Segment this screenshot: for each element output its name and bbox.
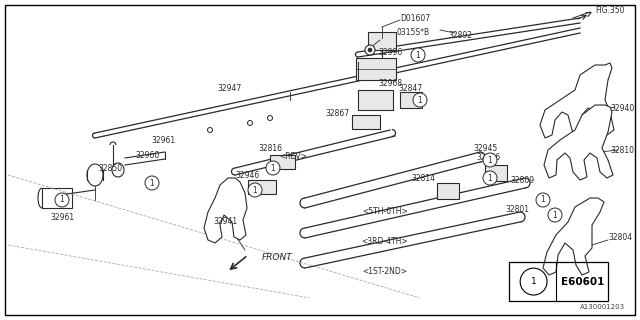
Text: 1: 1 (418, 95, 422, 105)
Text: 32941: 32941 (213, 218, 237, 227)
Text: 32804: 32804 (608, 234, 632, 243)
PathPatch shape (543, 198, 604, 275)
Bar (42, 188, 72, 208)
Text: 32996: 32996 (378, 47, 403, 57)
Text: E60601: E60601 (561, 276, 604, 287)
Circle shape (413, 93, 427, 107)
Text: 32816: 32816 (258, 143, 282, 153)
Bar (270, 155, 295, 169)
Circle shape (55, 193, 69, 207)
Text: 1: 1 (531, 277, 536, 286)
Text: FIG.350: FIG.350 (595, 5, 625, 14)
Text: 32946: 32946 (236, 171, 260, 180)
Text: FRONT: FRONT (262, 253, 292, 262)
Text: <REV>: <REV> (279, 151, 307, 161)
Text: 32940: 32940 (610, 103, 634, 113)
Text: 32801: 32801 (505, 205, 529, 214)
Circle shape (483, 171, 497, 185)
Text: 1: 1 (150, 179, 154, 188)
Bar (352, 115, 380, 129)
Text: D01607: D01607 (400, 13, 430, 22)
Text: 32960: 32960 (136, 150, 160, 159)
Circle shape (548, 208, 562, 222)
Text: A130001203: A130001203 (580, 304, 625, 310)
Circle shape (145, 176, 159, 190)
Circle shape (520, 268, 547, 295)
Bar (368, 32, 396, 50)
Text: 1: 1 (552, 211, 557, 220)
Circle shape (411, 48, 425, 62)
Circle shape (536, 193, 550, 207)
Text: 32850: 32850 (98, 164, 122, 172)
Text: <5TH-6TH>: <5TH-6TH> (362, 207, 408, 217)
Text: 1: 1 (541, 196, 545, 204)
Bar (485, 165, 507, 181)
Bar (358, 90, 393, 110)
Circle shape (266, 161, 280, 175)
Circle shape (248, 183, 262, 197)
Bar (248, 180, 276, 194)
Text: 1: 1 (271, 164, 275, 172)
Circle shape (207, 127, 212, 132)
Text: 1: 1 (253, 186, 257, 195)
Text: 1: 1 (415, 51, 420, 60)
Text: 1: 1 (488, 156, 492, 164)
Circle shape (268, 116, 273, 121)
Text: 0315S*B: 0315S*B (396, 28, 429, 36)
Text: <1ST-2ND>: <1ST-2ND> (362, 268, 408, 276)
Text: 32867: 32867 (326, 108, 350, 117)
Text: <3RD-4TH>: <3RD-4TH> (362, 237, 408, 246)
Text: 32947: 32947 (218, 84, 242, 92)
Circle shape (368, 48, 372, 52)
Bar (509, 262, 608, 301)
Text: 32806: 32806 (476, 153, 500, 162)
Text: 32968: 32968 (378, 78, 402, 87)
Bar (437, 183, 459, 199)
Text: 32961: 32961 (50, 213, 74, 222)
Circle shape (365, 45, 375, 55)
Text: 32945: 32945 (473, 143, 497, 153)
Text: 32892: 32892 (448, 30, 472, 39)
Text: 32814: 32814 (411, 173, 435, 182)
Text: 1: 1 (488, 173, 492, 182)
PathPatch shape (204, 178, 247, 243)
Text: 32810: 32810 (610, 146, 634, 155)
Bar (356, 58, 396, 80)
PathPatch shape (540, 63, 614, 138)
PathPatch shape (544, 105, 613, 180)
Bar (400, 92, 422, 108)
Text: 32847: 32847 (398, 84, 422, 92)
Circle shape (483, 153, 497, 167)
Text: 32961: 32961 (151, 135, 175, 145)
Text: 1: 1 (60, 196, 65, 204)
Text: 32809: 32809 (510, 175, 534, 185)
Circle shape (248, 121, 253, 125)
